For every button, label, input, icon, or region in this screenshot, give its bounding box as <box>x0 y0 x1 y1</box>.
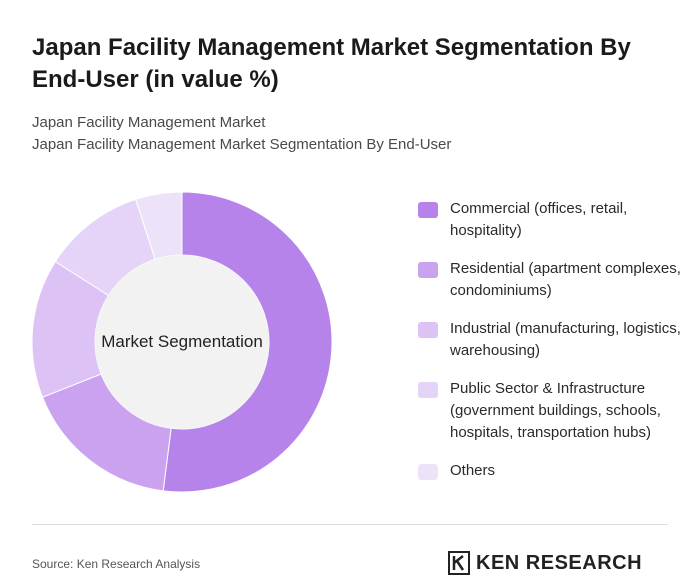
donut-chart: Market Segmentation <box>32 192 332 492</box>
brand-logo: KEN RESEARCH <box>448 550 642 576</box>
donut-svg <box>32 192 332 492</box>
subtitle-market: Japan Facility Management Market <box>32 114 266 131</box>
legend-item: Others <box>418 460 688 482</box>
legend-item: Residential (apartment complexes, condom… <box>418 258 688 302</box>
legend-label: Industrial (manufacturing, logistics, wa… <box>450 320 681 359</box>
legend-label: Public Sector & Infrastructure (governme… <box>450 380 661 441</box>
legend-label: Others <box>450 462 496 479</box>
page-title: Japan Facility Management Market Segment… <box>32 34 631 93</box>
brand-mark-icon <box>448 551 470 575</box>
chart-legend: Commercial (offices, retail, hospitality… <box>418 198 688 498</box>
donut-hole <box>95 255 269 429</box>
legend-item: Industrial (manufacturing, logistics, wa… <box>418 318 688 362</box>
legend-swatch <box>418 464 438 480</box>
legend-item: Public Sector & Infrastructure (governme… <box>418 378 688 444</box>
legend-swatch <box>418 202 438 218</box>
legend-swatch <box>418 262 438 278</box>
footer-divider <box>32 524 668 525</box>
source-note: Source: Ken Research Analysis <box>32 557 201 571</box>
legend-label: Commercial (offices, retail, hospitality… <box>450 200 628 239</box>
legend-label: Residential (apartment complexes, condom… <box>450 260 681 299</box>
legend-item: Commercial (offices, retail, hospitality… <box>418 198 688 242</box>
subtitle-block: Japan Facility Management Market Japan F… <box>32 112 451 156</box>
legend-swatch <box>418 322 438 338</box>
subtitle-segmentation: Japan Facility Management Market Segment… <box>32 136 452 153</box>
legend-swatch <box>418 382 438 398</box>
brand-name: KEN RESEARCH <box>476 551 643 574</box>
